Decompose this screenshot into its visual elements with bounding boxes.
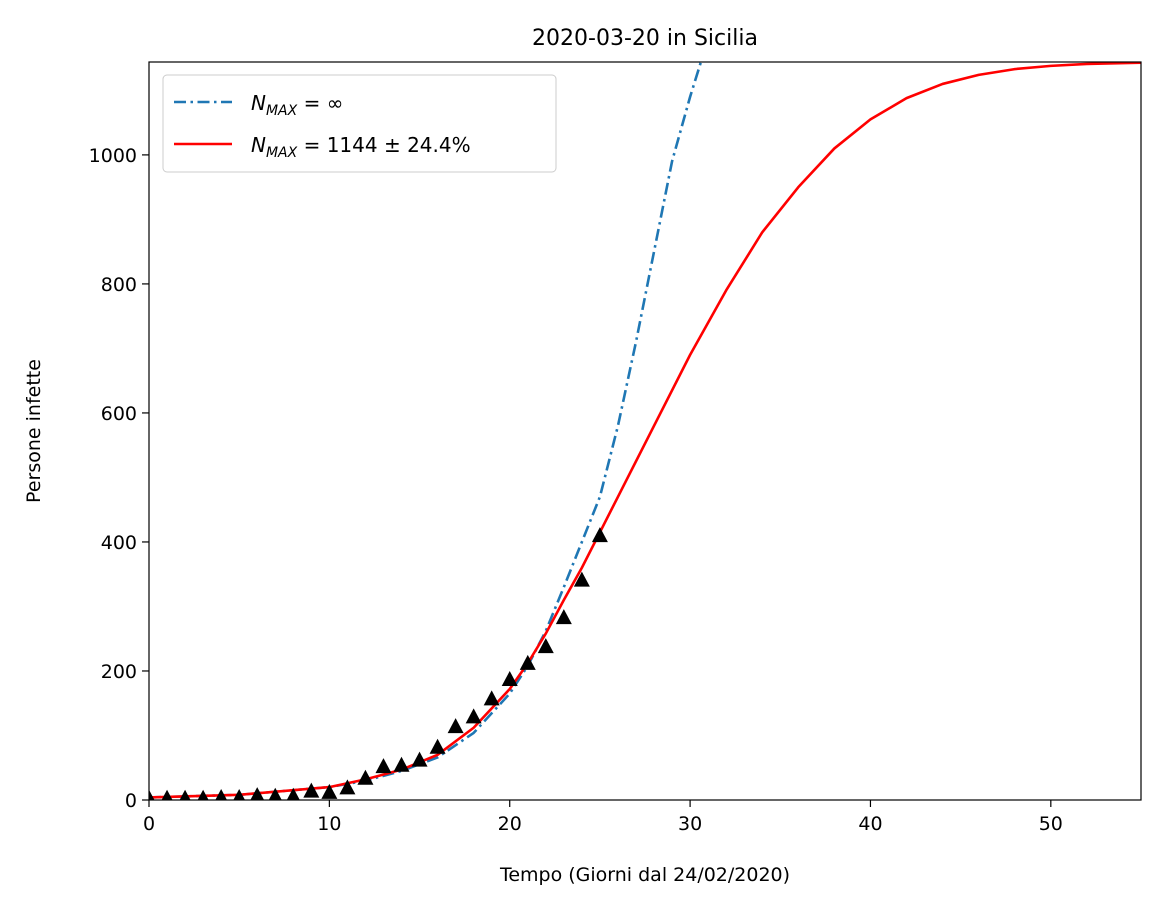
data-point-marker	[537, 638, 554, 654]
data-point-marker	[573, 571, 590, 587]
data-point-marker	[591, 527, 608, 543]
x-tick-label: 0	[143, 813, 155, 835]
data-point-marker	[286, 787, 300, 800]
y-tick-label: 800	[101, 274, 137, 296]
plot-frame	[148, 61, 1142, 801]
legend-box	[162, 74, 557, 173]
y-axis-label: Persone infette	[23, 359, 45, 503]
data-point-marker	[483, 690, 500, 706]
data-point-marker	[179, 789, 191, 800]
x-axis-ticks: 0 10 20 30 40 50	[143, 800, 1063, 835]
data-point-marker	[233, 789, 246, 800]
y-tick-label: 1000	[89, 145, 137, 167]
legend-label-exponential-base: N	[251, 91, 266, 115]
legend-label-logistic-base: N	[251, 133, 266, 157]
data-point-marker	[303, 782, 320, 798]
data-point-marker	[215, 789, 227, 800]
data-point-marker	[339, 779, 356, 795]
data-point-marker	[555, 609, 572, 625]
x-tick-label: 20	[498, 813, 522, 835]
data-point-marker	[149, 789, 155, 800]
data-point-marker	[375, 758, 392, 774]
legend-label-exponential-sub: MAX	[266, 103, 298, 119]
data-point-marker	[161, 789, 173, 800]
legend-label-logistic-rest: = 1144 ± 24.4%	[297, 133, 470, 157]
data-point-marker	[357, 769, 374, 785]
legend-label-exponential-rest: = ∞	[297, 91, 343, 115]
y-tick-label: 400	[101, 532, 137, 554]
legend-label-exponential: NMAX = ∞	[251, 91, 343, 119]
x-tick-label: 10	[317, 813, 341, 835]
y-tick-label: 0	[125, 790, 137, 812]
legend: NMAX = ∞ NMAX = 1144 ± 24.4%	[162, 74, 557, 173]
chart-title: 2020-03-20 in Sicilia	[532, 26, 758, 51]
data-point-marker	[411, 751, 428, 767]
data-point-marker	[393, 756, 410, 772]
data-point-marker	[519, 654, 536, 670]
data-point-marker	[268, 787, 282, 800]
data-point-marker	[429, 738, 446, 754]
y-axis-ticks: 0 200 400 600 800 1000	[89, 145, 149, 812]
legend-label-logistic-sub: MAX	[266, 145, 298, 161]
data-point-marker	[250, 787, 265, 800]
data-point-marker	[197, 789, 209, 800]
x-tick-label: 50	[1039, 813, 1063, 835]
y-tick-label: 200	[101, 661, 137, 683]
data-point-marker	[465, 708, 482, 724]
legend-label-logistic: NMAX = 1144 ± 24.4%	[251, 133, 471, 161]
data-point-marker	[447, 718, 464, 734]
data-point-marker	[501, 671, 518, 687]
x-tick-label: 40	[858, 813, 882, 835]
x-axis-label: Tempo (Giorni dal 24/02/2020)	[499, 864, 790, 886]
y-tick-label: 600	[101, 403, 137, 425]
x-tick-label: 30	[678, 813, 702, 835]
plot-content	[149, 62, 1141, 800]
data-point-marker	[321, 783, 338, 799]
